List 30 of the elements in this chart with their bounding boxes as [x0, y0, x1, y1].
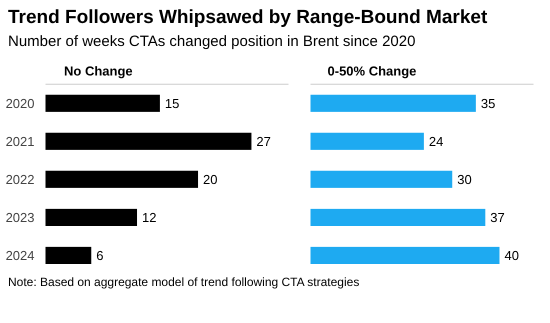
- bar: [310, 170, 452, 188]
- y-tick-label: 2022: [6, 171, 34, 186]
- bar: [310, 208, 486, 226]
- data-label: 37: [490, 209, 505, 224]
- x-axis-title: 0-50% Change: [328, 62, 416, 78]
- data-label: 40: [504, 248, 519, 263]
- chart-title: Trend Followers Whipsawed by Range-Bound Market: [8, 6, 488, 30]
- data-label: 6: [96, 248, 104, 263]
- text: Note: Based on aggregate model of trend following CTA strategies: [8, 274, 360, 291]
- y-tick-label: 2020: [6, 95, 34, 110]
- bar: [310, 132, 424, 150]
- bar: [46, 208, 138, 226]
- y-tick-label: 2023: [6, 209, 34, 224]
- data-label: 27: [256, 133, 271, 148]
- data-label: 30: [457, 171, 472, 186]
- data-label: 15: [164, 95, 180, 110]
- data-label: 24: [428, 133, 444, 148]
- bar: [46, 170, 198, 188]
- bar: [46, 94, 160, 112]
- data-label: 20: [203, 171, 218, 186]
- bar: [310, 94, 476, 112]
- bar: [46, 246, 92, 264]
- chart-subtitle: Number of weeks CTAs changed position in Brent since 2020: [8, 32, 416, 52]
- y-tick-label: 2021: [6, 133, 34, 148]
- data-label: 35: [480, 95, 496, 110]
- data-label: 12: [142, 209, 156, 224]
- bar: [46, 132, 252, 150]
- x-axis-title: No Change: [64, 62, 133, 78]
- bar: [310, 246, 500, 264]
- y-tick-label: 2024: [6, 248, 34, 263]
